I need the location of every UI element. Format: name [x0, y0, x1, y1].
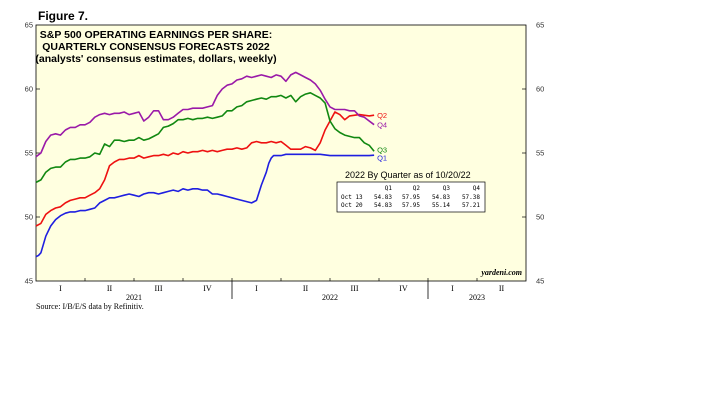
y-tick-label-left: 60	[25, 85, 33, 94]
series-end-label-q3: Q3	[377, 146, 387, 155]
table-title: 2022 By Quarter as of 10/20/22	[345, 170, 471, 180]
source-note: Source: I/B/E/S data by Refinitiv.	[36, 302, 144, 311]
y-tick-label-right: 45	[536, 277, 544, 286]
series-line-q1	[35, 153, 375, 258]
y-tick-label-left: 50	[25, 213, 33, 222]
x-quarter-label: IV	[399, 284, 408, 293]
table-cell: 57.95	[402, 194, 420, 201]
x-quarter-label: II	[499, 284, 505, 293]
y-axis: 45 45 50 50 55 55 60 60 65 65	[25, 21, 545, 286]
table-cell: 57.38	[462, 194, 480, 201]
y-tick-label-right: 55	[536, 149, 544, 158]
table-cell: 54.83	[374, 194, 392, 201]
table-cell: 55.14	[432, 202, 450, 209]
table-col-header: Q4	[473, 185, 481, 192]
series-line-q2	[35, 111, 375, 227]
series-line-q4	[35, 71, 375, 158]
title-line-1: S&P 500 OPERATING EARNINGS PER SHARE:	[40, 29, 272, 41]
x-quarter-label: I	[255, 284, 258, 293]
x-quarter-label: I	[59, 284, 62, 293]
data-table: 2022 By Quarter as of 10/20/22 Q1 Q2 Q3 Q4 O…	[336, 170, 486, 213]
x-quarter-label: III	[155, 284, 163, 293]
title-line-2: QUARTERLY CONSENSUS FORECASTS 2022	[42, 41, 270, 53]
x-year-label: 2021	[126, 293, 142, 302]
y-tick-label-right: 50	[536, 213, 544, 222]
table-cell: 54.83	[432, 194, 450, 201]
series-layer: Q1 Q2 Q3 Q4	[35, 71, 387, 258]
x-year-label: 2022	[322, 293, 338, 302]
series-end-label-q4: Q4	[377, 121, 387, 130]
table-row-label: Oct 13	[341, 194, 363, 201]
y-tick-label-right: 60	[536, 85, 544, 94]
y-tick-label-left: 65	[25, 21, 33, 30]
y-tick-label-left: 55	[25, 149, 33, 158]
x-quarter-label: I	[451, 284, 454, 293]
x-quarter-label: II	[107, 284, 113, 293]
series-end-label-q2: Q2	[377, 111, 387, 120]
x-quarter-label: IV	[203, 284, 212, 293]
table-col-header: Q3	[443, 185, 451, 192]
table-cell: 57.95	[402, 202, 420, 209]
table-cell: 54.83	[374, 202, 392, 209]
figure-label: Figure 7.	[38, 9, 89, 23]
series-end-label-q1: Q1	[377, 154, 387, 163]
x-quarter-label: II	[303, 284, 309, 293]
y-tick-label-left: 45	[25, 277, 33, 286]
x-year-label: 2023	[469, 293, 485, 302]
series-line-q3	[35, 92, 375, 184]
table-cell: 57.21	[462, 202, 480, 209]
table-col-header: Q1	[385, 185, 393, 192]
x-quarter-label: III	[351, 284, 359, 293]
title-line-3: (analysts' consensus estimates, dollars,…	[35, 53, 276, 65]
y-tick-label-right: 65	[536, 21, 544, 30]
table-col-header: Q2	[413, 185, 421, 192]
credit-label: yardeni.com	[480, 268, 522, 277]
table-row-label: Oct 20	[341, 202, 363, 209]
table-box	[336, 181, 486, 213]
chart-title: S&P 500 OPERATING EARNINGS PER SHARE: QU…	[35, 29, 276, 65]
